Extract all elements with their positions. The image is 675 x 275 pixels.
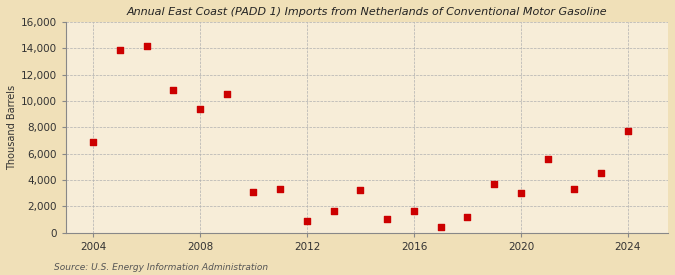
Point	[489, 182, 500, 186]
Point	[221, 92, 232, 97]
Point	[88, 139, 99, 144]
Point	[114, 47, 125, 52]
Point	[141, 43, 152, 48]
Point	[569, 187, 580, 191]
Point	[382, 217, 393, 222]
Point	[355, 188, 366, 192]
Point	[622, 129, 633, 133]
Point	[462, 214, 473, 219]
Point	[302, 219, 313, 224]
Point	[194, 107, 205, 111]
Point	[408, 209, 419, 214]
Text: Source: U.S. Energy Information Administration: Source: U.S. Energy Information Administ…	[54, 263, 268, 272]
Point	[596, 171, 607, 175]
Point	[328, 209, 339, 214]
Point	[168, 88, 179, 93]
Point	[248, 190, 259, 195]
Title: Annual East Coast (PADD 1) Imports from Netherlands of Conventional Motor Gasoli: Annual East Coast (PADD 1) Imports from …	[127, 7, 608, 17]
Y-axis label: Thousand Barrels: Thousand Barrels	[7, 85, 17, 170]
Point	[542, 156, 553, 161]
Point	[435, 225, 446, 229]
Point	[275, 187, 286, 191]
Point	[516, 191, 526, 195]
